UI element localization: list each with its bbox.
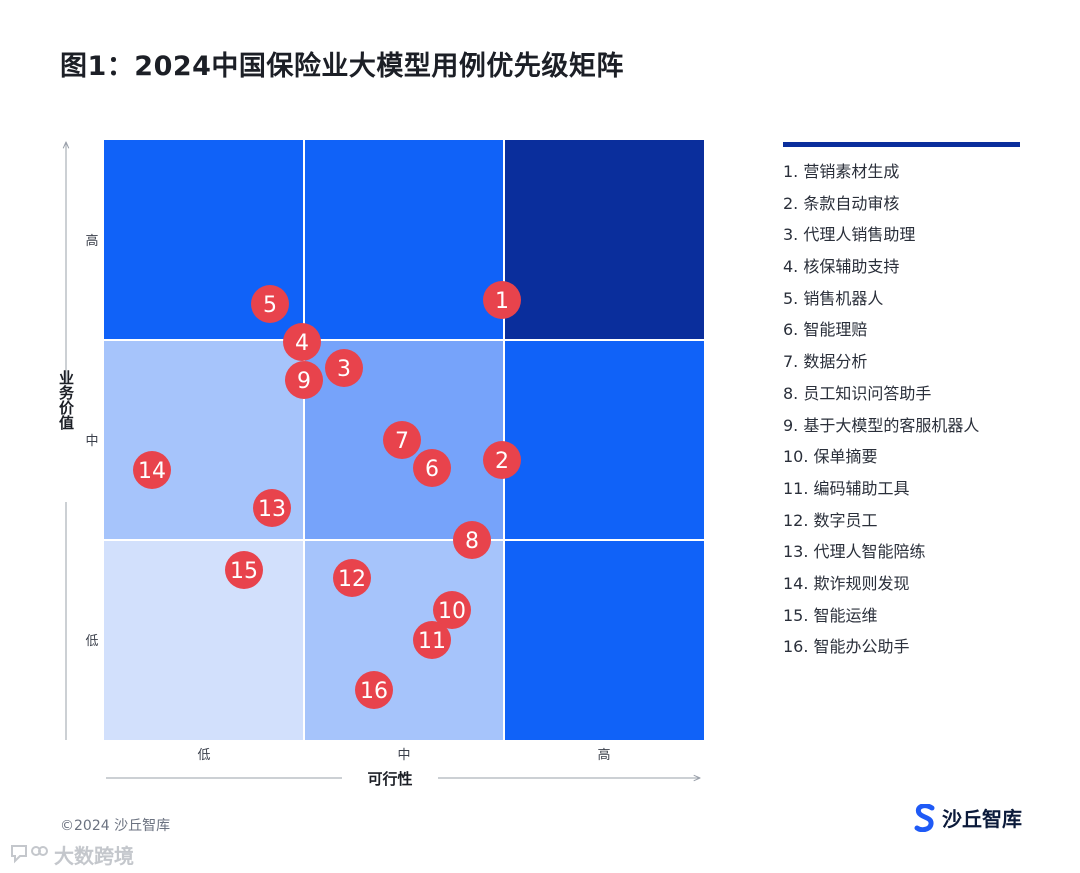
point-label: 2 — [495, 449, 509, 474]
use-case-point: 13 — [253, 489, 291, 527]
legend-item: 1. 营销素材生成 — [783, 162, 900, 181]
use-case-point: 5 — [251, 285, 289, 323]
point-marker — [433, 591, 471, 629]
point-label: 1 — [495, 289, 509, 314]
point-marker — [333, 559, 371, 597]
matrix-cell — [304, 540, 504, 740]
point-label: 7 — [395, 429, 409, 454]
page-title: 图1：2024中国保险业大模型用例优先级矩阵 — [60, 51, 624, 82]
point-label: 16 — [360, 679, 388, 704]
priority-matrix-chart: 业务价值 可行性 低中高 低中高 12345678910111213141516 — [52, 140, 704, 788]
x-tick-label: 高 — [597, 747, 610, 763]
matrix-cell — [104, 540, 304, 740]
point-label: 9 — [297, 369, 311, 394]
point-marker — [253, 489, 291, 527]
matrix-cell — [504, 340, 704, 540]
legend-item: 2. 条款自动审核 — [783, 193, 900, 213]
point-marker — [413, 621, 451, 659]
y-axis-label-gap — [52, 382, 82, 502]
use-case-point: 14 — [133, 451, 171, 489]
x-tick-label: 中 — [397, 748, 410, 763]
point-marker — [383, 421, 421, 459]
point-marker — [325, 349, 363, 387]
x-axis-label: 可行性 — [367, 770, 412, 788]
use-case-point: 4 — [283, 323, 321, 361]
y-tick-label: 中 — [85, 434, 98, 449]
point-label: 4 — [295, 331, 309, 356]
legend-item: 15. 智能运维 — [783, 605, 878, 625]
point-marker — [453, 521, 491, 559]
point-label: 3 — [337, 357, 351, 382]
point-marker — [251, 285, 289, 323]
use-case-point: 2 — [483, 441, 521, 479]
point-marker — [483, 281, 521, 319]
y-tick-labels: 低中高 — [85, 233, 98, 649]
use-case-point: 8 — [453, 521, 491, 559]
legend-item: 14. 欺诈规则发现 — [783, 573, 910, 593]
point-label: 14 — [138, 459, 166, 484]
point-marker — [483, 441, 521, 479]
legend-item: 16. 智能办公助手 — [783, 637, 910, 657]
legend-item: 4. 核保辅助支持 — [783, 257, 900, 277]
legend-item: 5. 销售机器人 — [783, 288, 884, 308]
point-marker — [285, 361, 323, 399]
legend-item: 3. 代理人销售助理 — [783, 225, 916, 245]
legend-item: 9. 基于大模型的客服机器人 — [783, 415, 980, 435]
use-case-point: 16 — [355, 671, 393, 709]
legend-item: 6. 智能理赔 — [783, 320, 868, 340]
point-marker — [225, 551, 263, 589]
use-case-point: 10 — [433, 591, 471, 629]
use-case-point: 6 — [413, 449, 451, 487]
point-marker — [283, 323, 321, 361]
point-label: 11 — [418, 629, 446, 654]
legend-item: 8. 员工知识问答助手 — [783, 383, 932, 403]
legend-item: 11. 编码辅助工具 — [783, 478, 910, 498]
y-tick-label: 高 — [85, 233, 98, 249]
matrix-cell — [504, 540, 704, 740]
point-marker — [355, 671, 393, 709]
watermark-text: 大数跨境 — [54, 844, 134, 868]
point-marker — [413, 449, 451, 487]
matrix-cell — [304, 140, 504, 340]
use-case-point: 1 — [483, 281, 521, 319]
y-tick-label: 低 — [85, 634, 98, 649]
legend-item: 12. 数字员工 — [783, 510, 878, 530]
s-logo-icon — [914, 803, 935, 832]
point-label: 13 — [258, 497, 286, 522]
point-label: 6 — [425, 457, 439, 482]
use-case-legend: 1. 营销素材生成 2. 条款自动审核 3. 代理人销售助理 4. 核保辅助支持 5. … — [783, 160, 979, 667]
matrix-cell — [504, 140, 704, 340]
use-case-point: 11 — [413, 621, 451, 659]
point-label: 8 — [465, 529, 479, 554]
matrix-grid — [104, 140, 704, 740]
point-marker — [133, 451, 171, 489]
use-case-point: 7 — [383, 421, 421, 459]
use-case-point: 15 — [225, 551, 263, 589]
use-case-point: 3 — [325, 349, 363, 387]
brand-logo: 沙丘智库 — [914, 803, 1022, 832]
copyright-text: ©2024 沙丘智库 — [60, 818, 171, 834]
brand-name: 沙丘智库 — [942, 807, 1022, 831]
y-axis-label: 业务价值 — [57, 370, 75, 430]
legend-item: 10. 保单摘要 — [783, 447, 878, 467]
x-tick-labels: 低中高 — [197, 747, 610, 763]
x-tick-label: 低 — [197, 748, 210, 763]
point-label: 5 — [263, 293, 277, 318]
use-case-point: 12 — [333, 559, 371, 597]
watermark: 大数跨境 — [8, 840, 134, 869]
point-label: 12 — [338, 567, 366, 592]
point-label: 10 — [438, 599, 466, 624]
legend-item: 13. 代理人智能陪练 — [783, 542, 926, 562]
use-case-point: 9 — [285, 361, 323, 399]
legend-accent-bar — [783, 142, 1020, 147]
point-label: 15 — [230, 559, 258, 584]
chat-bubble-icon — [11, 844, 48, 863]
legend-item: 7. 数据分析 — [783, 352, 868, 372]
